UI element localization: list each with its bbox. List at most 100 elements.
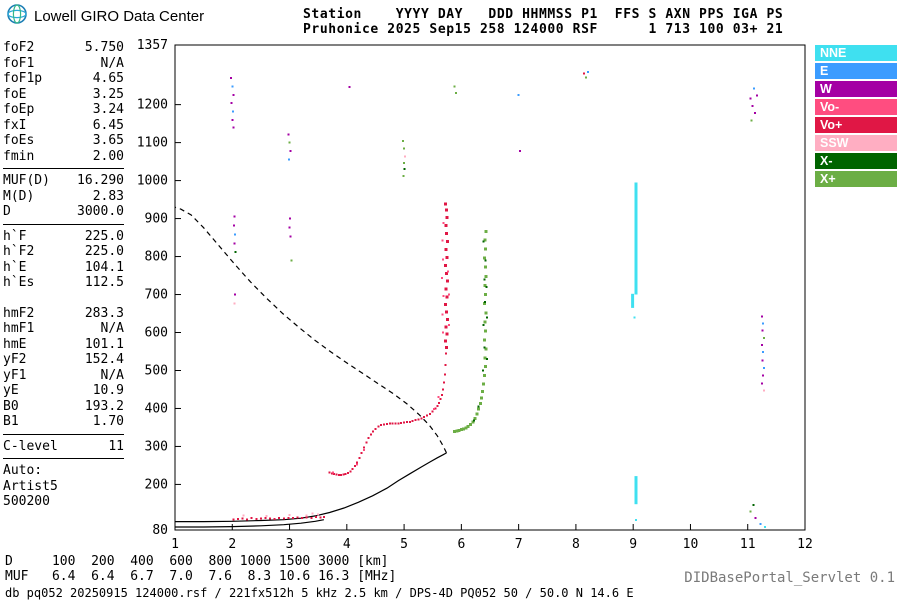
muf-table-d-row: D 100 200 400 600 800 1000 1500 3000 [km… <box>5 554 389 569</box>
param-row: C-level 11 <box>3 439 124 455</box>
legend-item-E: E <box>815 63 897 79</box>
param-value: 283.3 <box>84 305 124 321</box>
legend-item-NNE: NNE <box>815 45 897 61</box>
param-value: 6.45 <box>92 117 124 133</box>
param-value: 152.4 <box>84 352 124 367</box>
param-row: hmF2 283.3 <box>3 306 124 322</box>
x-tick-label: 5 <box>400 537 408 552</box>
x-tick-label: 8 <box>572 537 580 552</box>
param-plain-row: 500200 <box>3 494 50 509</box>
param-row: h`F2 225.0 <box>3 244 124 260</box>
param-row: D 3000.0 <box>3 204 124 220</box>
param-label: D <box>3 204 11 219</box>
station-header-columns: Station YYYY DAY DDD HHMMSS P1 FFS S AXN… <box>303 7 784 22</box>
rfi-bars <box>631 182 638 505</box>
param-value: 1.70 <box>92 414 124 429</box>
rfi-points-points <box>633 316 637 522</box>
param-value: 104.1 <box>84 259 124 275</box>
y-tick-label: 900 <box>145 212 168 227</box>
x-tick-label: 4 <box>343 537 351 552</box>
param-label: foF2 <box>3 40 35 55</box>
legend-item-Vo+: Vo+ <box>815 117 897 133</box>
legend-item-SSW: SSW <box>815 135 897 151</box>
y-tick-label: 700 <box>145 288 168 303</box>
bottomside-profile-line <box>175 452 447 523</box>
param-label: fxI <box>3 117 27 133</box>
legend: NNE E W Vo- Vo+ SSW X- X+ <box>815 45 897 189</box>
param-label: C-level <box>3 438 58 454</box>
x-trace-minor-points <box>473 240 489 422</box>
x-tick-label: 1 <box>171 537 179 552</box>
status-line: db pq052 20250915 124000.rsf / 221fx512h… <box>5 586 634 600</box>
param-row: hmF1 N/A <box>3 321 124 337</box>
legend-item-X+: X+ <box>815 171 897 187</box>
y-tick-label: 1000 <box>137 174 168 189</box>
x-tick-label: 11 <box>740 537 756 552</box>
param-value: 2.00 <box>92 148 124 164</box>
param-value: 3000.0 <box>77 204 124 219</box>
param-value: N/A <box>100 367 124 383</box>
param-label: h`F <box>3 228 27 244</box>
o-trace-cusp-points <box>443 202 450 350</box>
param-row: yE 10.9 <box>3 383 124 399</box>
y-tick-label: 600 <box>145 326 168 341</box>
y-axis: 80 200 300 400 500 600 700 800 900 1000 1100 1200 13… <box>137 38 181 538</box>
param-value: 225.0 <box>84 228 124 244</box>
param-value: 3.65 <box>92 133 124 148</box>
param-row: fxI 6.45 <box>3 118 124 134</box>
param-label: h`E <box>3 259 27 275</box>
param-row: yF1 N/A <box>3 368 124 384</box>
y-tick-label: 200 <box>145 477 168 492</box>
legend-item-W: W <box>815 81 897 97</box>
x-tick-label: 12 <box>797 537 813 552</box>
x-tick-label: 6 <box>457 537 465 552</box>
param-plain-row: Artist5 <box>3 478 58 494</box>
param-row: h`F 225.0 <box>3 229 124 245</box>
x-axis: 1 2 3 4 5 6 7 8 9 10 11 12 <box>171 524 813 552</box>
x-tick-label: 10 <box>683 537 699 552</box>
station-header-values: Pruhonice 2025 Sep15 258 124000 RSF 1 71… <box>303 22 784 37</box>
param-row: M(D) 2.83 <box>3 189 124 205</box>
param-value: 5.750 <box>84 40 124 55</box>
param-row: foE 3.25 <box>3 87 124 103</box>
param-row: B0 193.2 <box>3 399 124 415</box>
x-trace-points <box>453 230 488 433</box>
es-trace-points <box>232 516 325 521</box>
param-label: foEs <box>3 133 35 148</box>
x-tick-label: 9 <box>629 537 637 552</box>
es-trace-minor-points <box>242 512 320 517</box>
param-row: foF1 N/A <box>3 56 124 72</box>
param-value: 11 <box>108 438 124 454</box>
y-tick-label: 1357 <box>137 38 168 53</box>
muf-table-muf-row: MUF 6.4 6.4 6.7 7.0 7.6 8.3 10.6 16.3 [M… <box>5 569 397 584</box>
y-tick-label: 80 <box>152 523 168 538</box>
param-value: 112.5 <box>84 275 124 290</box>
brand: Lowell GIRO Data Center <box>6 3 204 29</box>
param-row: yF2 152.4 <box>3 352 124 368</box>
param-value: 3.25 <box>92 86 124 102</box>
servlet-version-label: DIDBasePortal_Servlet 0.1 <box>684 570 895 586</box>
y-tick-label: 500 <box>145 363 168 378</box>
param-label: yE <box>3 383 19 398</box>
param-value: N/A <box>100 55 124 71</box>
y-tick-label: 800 <box>145 250 168 265</box>
param-label: fmin <box>3 148 35 164</box>
y-tick-label: 1100 <box>137 136 168 151</box>
param-label: h`F2 <box>3 244 35 259</box>
o-trace-minor-points <box>332 222 450 474</box>
param-label: foF1 <box>3 55 35 71</box>
param-label: hmF2 <box>3 305 35 321</box>
param-label: hmE <box>3 336 27 352</box>
param-row: h`E 104.1 <box>3 260 124 276</box>
param-divider <box>3 433 124 435</box>
param-value: 193.2 <box>84 398 124 414</box>
param-label: B0 <box>3 398 19 414</box>
param-value: 3.24 <box>92 102 124 117</box>
param-label: MUF(D) <box>3 173 50 188</box>
plot-frame <box>174 44 806 531</box>
param-label: yF1 <box>3 367 27 383</box>
giro-logo-icon <box>6 3 28 29</box>
param-divider <box>3 168 124 169</box>
o-trace-points <box>328 352 447 476</box>
